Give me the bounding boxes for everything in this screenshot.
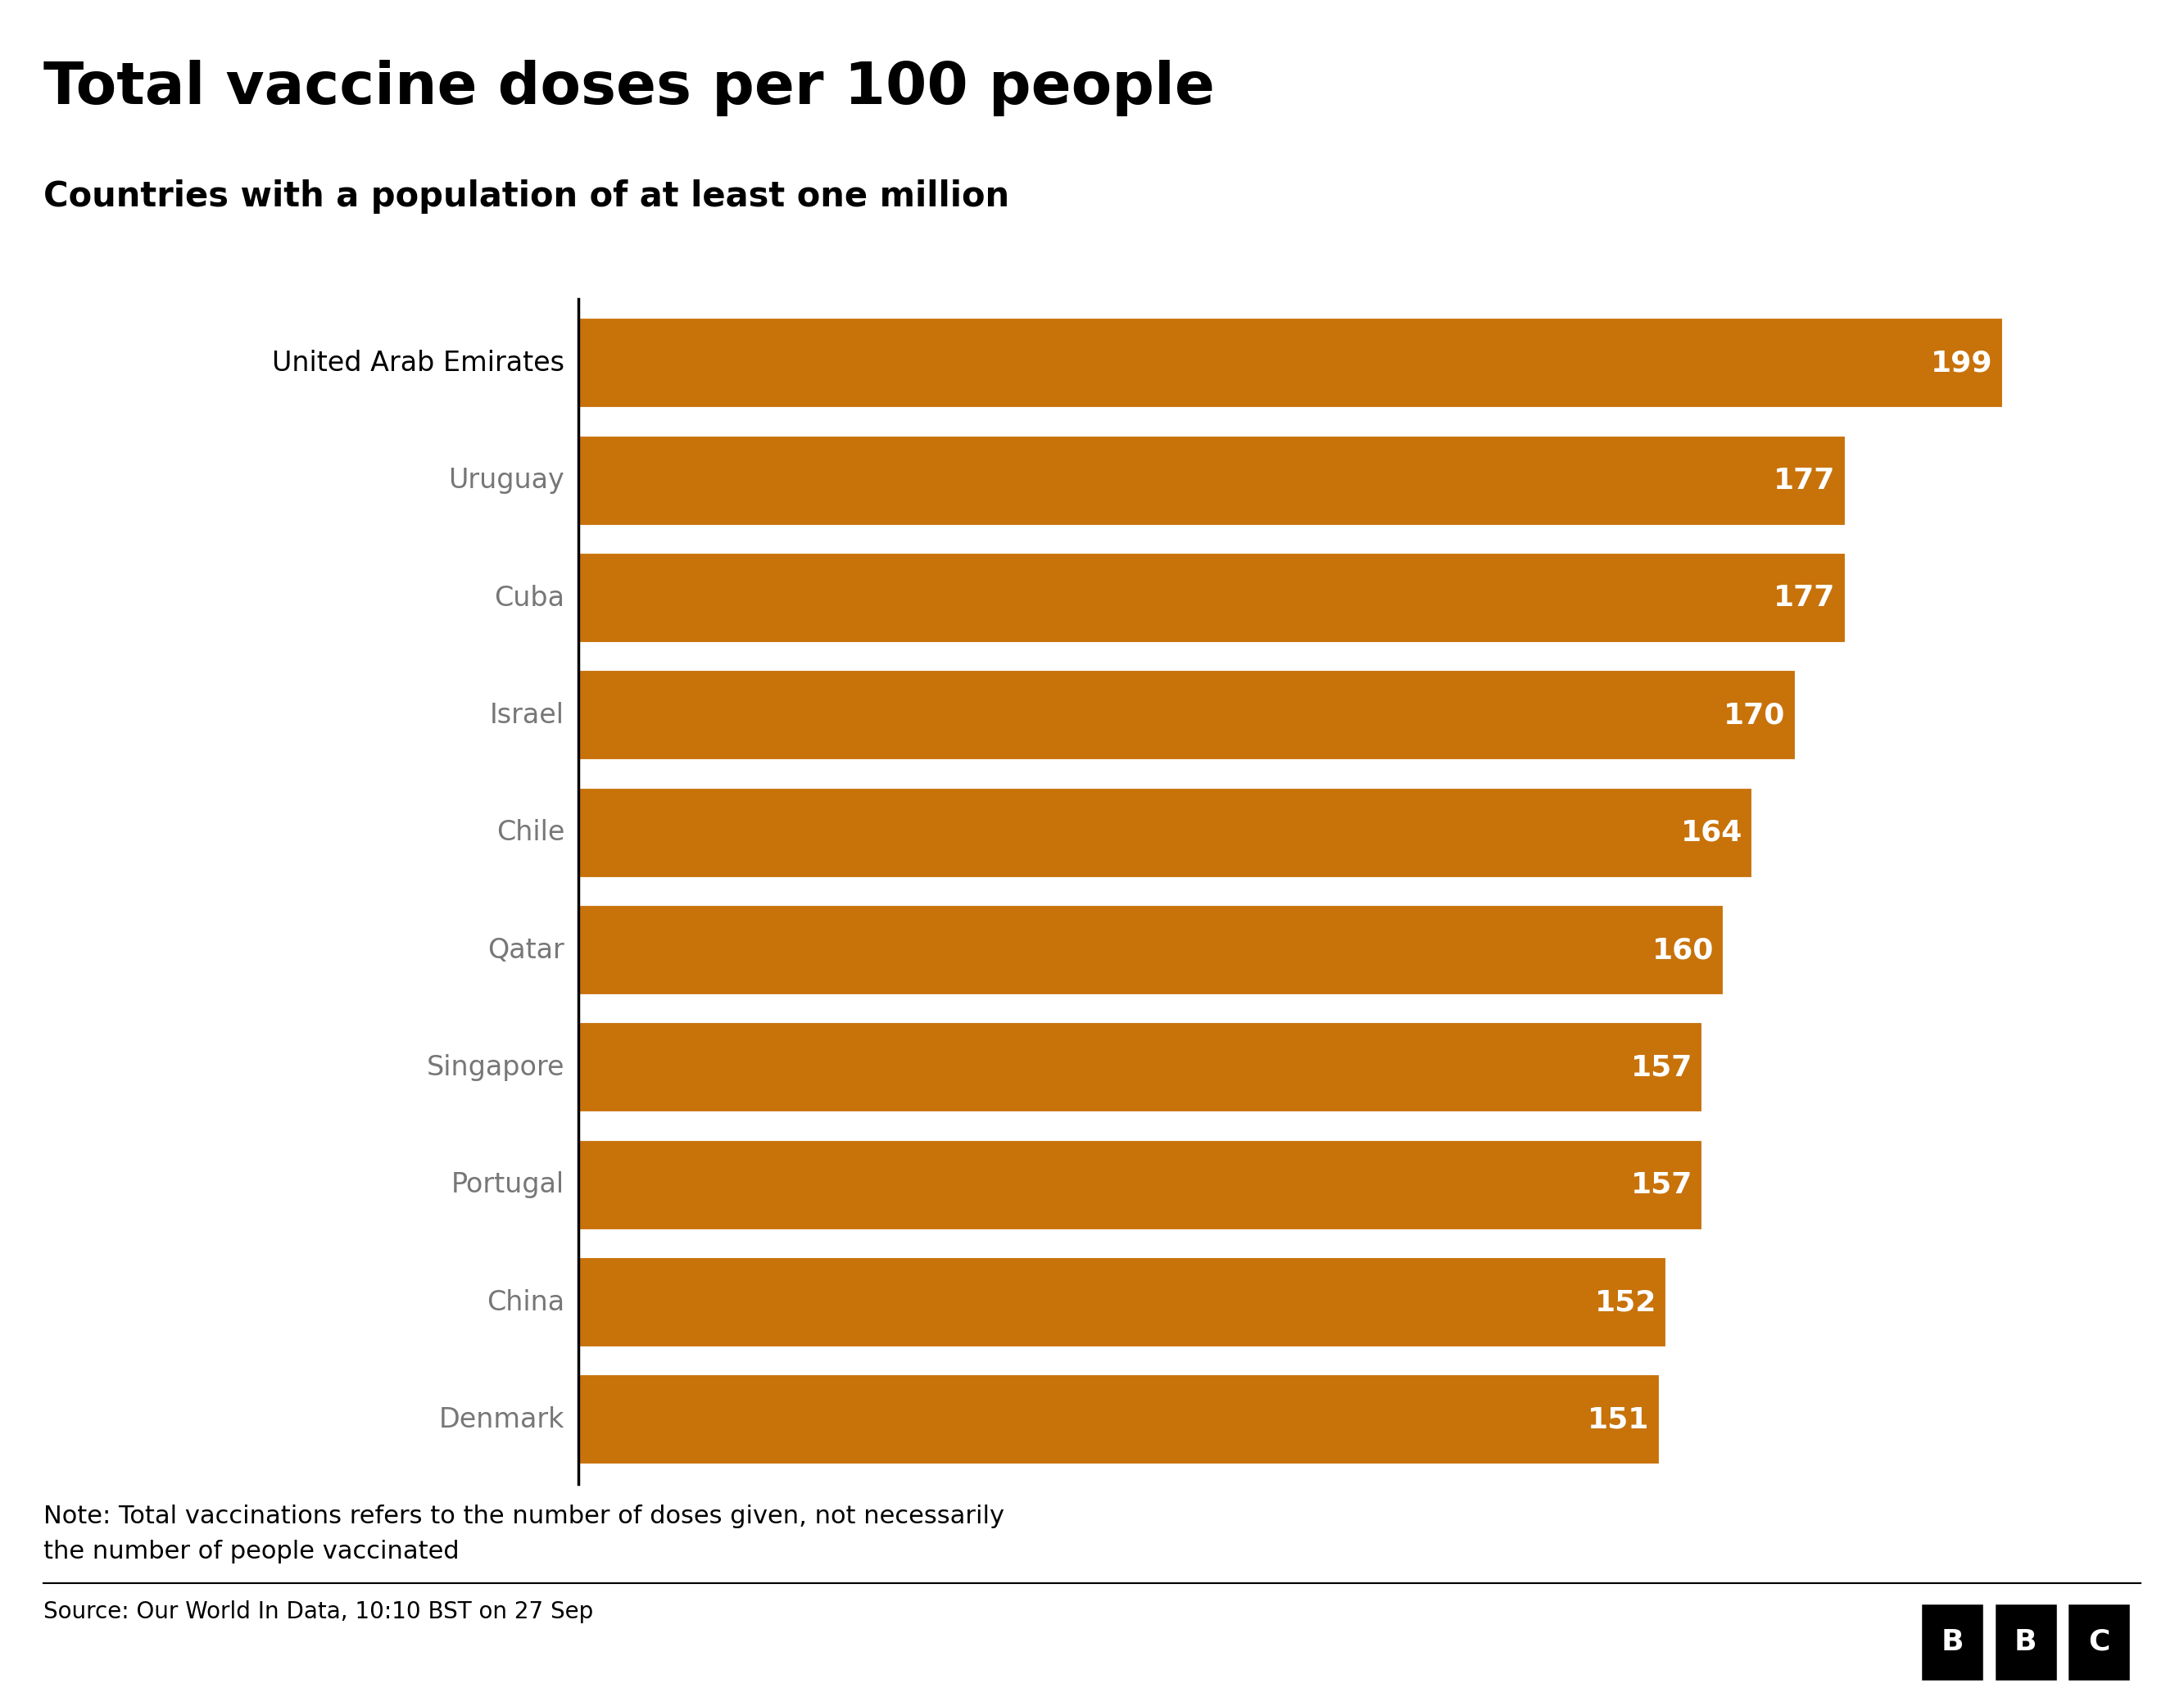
Text: Countries with a population of at least one million: Countries with a population of at least … <box>44 179 1009 213</box>
Bar <box>1994 1602 2057 1682</box>
Bar <box>1920 1602 1985 1682</box>
Text: 177: 177 <box>1773 583 1835 612</box>
Text: Denmark: Denmark <box>439 1406 563 1433</box>
Text: 151: 151 <box>1588 1406 1649 1433</box>
Text: C: C <box>2088 1628 2110 1657</box>
Bar <box>579 904 1725 996</box>
Text: Note: Total vaccinations refers to the number of doses given, not necessarily
th: Note: Total vaccinations refers to the n… <box>44 1505 1005 1563</box>
Text: Source: Our World In Data, 10:10 BST on 27 Sep: Source: Our World In Data, 10:10 BST on … <box>44 1600 594 1622</box>
Text: 164: 164 <box>1682 819 1743 846</box>
Text: B: B <box>2014 1628 2038 1657</box>
Text: 157: 157 <box>1631 1170 1693 1199</box>
Bar <box>579 1373 1660 1465</box>
Bar <box>579 317 2005 409</box>
Text: 152: 152 <box>1594 1288 1655 1317</box>
Text: Chile: Chile <box>496 819 563 846</box>
Bar <box>2066 1602 2132 1682</box>
Text: China: China <box>487 1288 563 1315</box>
Text: B: B <box>1942 1628 1963 1657</box>
Text: 160: 160 <box>1651 937 1714 964</box>
Bar <box>579 669 1795 761</box>
Text: Israel: Israel <box>489 701 563 728</box>
Bar <box>579 786 1754 879</box>
Text: 157: 157 <box>1631 1054 1693 1082</box>
Bar <box>579 1022 1704 1114</box>
Text: Portugal: Portugal <box>452 1172 563 1198</box>
Bar <box>579 1257 1666 1348</box>
Text: United Arab Emirates: United Arab Emirates <box>273 350 563 377</box>
Text: 170: 170 <box>1723 701 1787 728</box>
Text: Cuba: Cuba <box>494 585 563 611</box>
Bar <box>579 435 1845 525</box>
Text: 199: 199 <box>1931 350 1994 377</box>
Text: Total vaccine doses per 100 people: Total vaccine doses per 100 people <box>44 60 1214 116</box>
Text: Uruguay: Uruguay <box>448 467 563 495</box>
Bar <box>579 553 1845 643</box>
Text: Singapore: Singapore <box>426 1054 563 1082</box>
Text: Qatar: Qatar <box>487 937 563 964</box>
Bar <box>579 1140 1704 1230</box>
Text: 177: 177 <box>1773 466 1835 495</box>
